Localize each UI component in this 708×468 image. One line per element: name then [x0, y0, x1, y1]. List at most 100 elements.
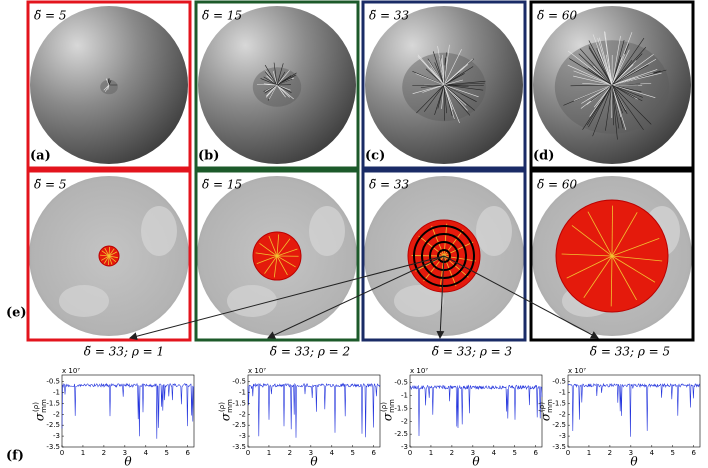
fracture — [268, 235, 278, 257]
highlight — [476, 206, 512, 256]
crack — [263, 76, 278, 86]
highlight — [141, 206, 177, 256]
fracture — [611, 255, 656, 283]
y-axis-symbol: σ — [219, 412, 233, 421]
plot-title: δ̃ = 33; ρ = 3 — [432, 345, 513, 359]
x-axis-label: θ — [630, 455, 638, 468]
panel-frame — [26, 169, 192, 342]
probe-ring — [421, 233, 467, 279]
crack — [276, 70, 290, 86]
fracture — [583, 255, 613, 298]
y-axis-label: σ(ρ) mm — [218, 399, 234, 421]
fracture — [610, 255, 613, 307]
fracture — [611, 255, 663, 262]
y-axis-sup: (ρ) — [32, 402, 40, 412]
crack — [417, 56, 445, 86]
y-tick-label: -1.5 — [394, 404, 408, 412]
x-axis-label: θ — [472, 455, 480, 468]
fracture — [100, 254, 110, 257]
row-label: (e) — [6, 306, 27, 321]
crack — [611, 84, 626, 112]
stress-trace — [61, 382, 195, 439]
y-tick-label: -3.5 — [46, 443, 60, 451]
plot-title: δ̃ = 33; ρ = 5 — [590, 345, 670, 359]
x-tick-label: 4 — [330, 449, 335, 457]
fracture — [611, 238, 660, 257]
crack — [611, 84, 620, 129]
x-tick-label: 1 — [587, 449, 591, 457]
crack — [428, 60, 445, 86]
panel-label: (d) — [533, 149, 554, 164]
crack — [260, 78, 278, 86]
crack — [412, 84, 445, 86]
crack — [570, 84, 613, 87]
x-tick-label: 1 — [81, 449, 85, 457]
crack — [276, 84, 285, 96]
crack — [264, 71, 278, 86]
scale-label: x 10⁷ — [248, 367, 266, 375]
crack — [443, 44, 450, 86]
arrow — [443, 255, 599, 339]
fracture — [273, 255, 278, 278]
content: δ̃ = 5 (a) δ̃ = 15 (b) δ̃ = 33 (c) δ̃ = 60 (d) δ… — [6, 0, 701, 468]
stress-trace — [247, 382, 381, 438]
y-tick-label: -0.5 — [552, 378, 566, 386]
y-tick-label: -1 — [401, 392, 408, 400]
crack — [424, 84, 445, 112]
delta-label: δ̃ = 5 — [34, 9, 67, 23]
highlight — [309, 206, 345, 256]
crack — [268, 84, 278, 100]
fracture — [611, 255, 637, 301]
x-tick-label: 2 — [288, 449, 292, 457]
y-axis-label: σ(ρ) mm — [538, 399, 554, 421]
y-tick-label: -2.5 — [552, 421, 566, 429]
crack — [443, 84, 479, 98]
y-axis-sub: mm — [226, 399, 234, 413]
highlight — [394, 285, 444, 317]
y-tick-label: -1.5 — [552, 399, 566, 407]
crack — [422, 84, 445, 93]
crack — [443, 84, 484, 91]
panel-label: (b) — [198, 149, 219, 164]
crack — [588, 40, 613, 86]
y-axis-label: σ(ρ) mm — [32, 399, 48, 421]
crack — [603, 31, 613, 86]
crack — [611, 84, 622, 118]
crack — [597, 48, 613, 86]
row-label: (f) — [6, 449, 24, 464]
crack — [437, 45, 445, 86]
panel-label: (c) — [365, 149, 385, 164]
y-axis-sub: mm — [40, 399, 48, 413]
crack — [611, 84, 643, 98]
x-axis-label: θ — [310, 455, 318, 468]
crack — [434, 62, 445, 86]
y-tick-label: -3 — [559, 432, 566, 440]
crack — [597, 38, 613, 86]
dimple — [100, 79, 118, 95]
crack — [272, 71, 278, 86]
y-axis-label: σ(ρ) mm — [380, 399, 396, 421]
crack — [573, 70, 613, 86]
crack — [276, 84, 294, 100]
x-tick-label: 0 — [246, 449, 250, 457]
probe-ring — [429, 241, 459, 271]
crack — [611, 84, 624, 114]
x-tick-label: 1 — [429, 449, 433, 457]
fracture — [561, 253, 613, 257]
crack — [593, 84, 613, 108]
highlight — [59, 285, 109, 317]
crack — [611, 54, 654, 86]
arrow — [129, 255, 445, 341]
probe-ring — [413, 225, 475, 287]
y-tick-label: -3 — [401, 443, 408, 451]
delta-label: δ̃ = 33 — [369, 178, 410, 192]
y-tick-label: -2.5 — [394, 430, 408, 438]
y-tick-label: -3 — [239, 432, 246, 440]
x-tick-label: 0 — [408, 449, 412, 457]
crack — [611, 59, 633, 86]
fracture — [276, 255, 296, 268]
crack — [569, 58, 613, 86]
crack — [611, 76, 639, 86]
crack — [264, 64, 278, 86]
